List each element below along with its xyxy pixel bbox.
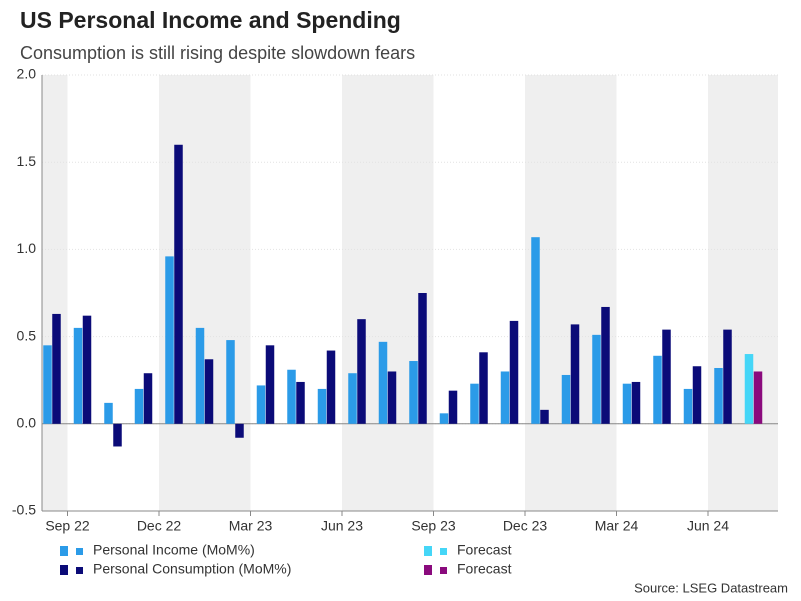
shade-band	[555, 75, 586, 511]
bar	[357, 319, 366, 424]
legend-swatch	[76, 548, 83, 555]
shade-band	[42, 75, 68, 511]
bar	[204, 359, 214, 424]
x-tick-label: Dec 22	[137, 518, 182, 534]
source: Source: LSEG Datastream	[634, 580, 788, 595]
bar	[540, 409, 549, 424]
legend-swatch	[424, 546, 432, 556]
bar	[43, 345, 52, 424]
shade-band	[586, 75, 617, 511]
bar	[409, 361, 418, 424]
bar	[439, 413, 449, 424]
bar	[418, 293, 427, 424]
bar	[195, 327, 205, 424]
bar	[134, 388, 144, 424]
bar	[113, 423, 122, 447]
legend-label: Personal Income (MoM%)	[93, 542, 255, 558]
x-tick-label: Mar 23	[229, 518, 273, 534]
shade-band	[525, 75, 556, 511]
bar	[378, 341, 388, 424]
bar	[104, 402, 113, 424]
bar	[509, 320, 519, 424]
legend-label: Personal Consumption (MoM%)	[93, 561, 291, 577]
bar	[653, 355, 662, 424]
bar	[317, 388, 327, 424]
bar	[714, 367, 723, 424]
y-tick-label: 1.5	[17, 153, 37, 169]
bar	[500, 371, 510, 424]
bar	[683, 388, 693, 424]
bar	[592, 334, 601, 424]
bar	[631, 381, 641, 424]
legend-swatch	[76, 567, 83, 574]
shade-band	[372, 75, 403, 511]
chart-subtitle: Consumption is still rising despite slow…	[20, 43, 415, 63]
x-tick-label: Sep 23	[411, 518, 456, 534]
shade-band	[220, 75, 251, 511]
bar	[723, 329, 732, 424]
shade-band	[708, 75, 739, 511]
bar	[143, 373, 153, 424]
y-tick-label: 1.0	[17, 240, 37, 256]
bar	[570, 324, 580, 424]
bar	[174, 144, 183, 424]
bar	[265, 345, 275, 424]
x-tick-label: Dec 23	[503, 518, 548, 534]
bar	[73, 327, 83, 424]
bar	[662, 329, 671, 424]
bar	[82, 315, 92, 424]
legend-swatch	[60, 565, 68, 575]
bar	[601, 306, 610, 424]
shade-band	[738, 75, 778, 511]
legend-label: Forecast	[457, 561, 512, 577]
shade-band	[189, 75, 220, 511]
bar	[256, 385, 266, 424]
legend-swatch	[440, 548, 447, 555]
y-tick-label: -0.5	[12, 502, 36, 518]
x-tick-label: Mar 24	[595, 518, 639, 534]
plot: -0.5 0.0 0.5 1.0 1.5 2.0 Sep 22 Dec 22 Mar 23 Jun…	[12, 66, 778, 577]
x-tick-label: Sep 22	[45, 518, 90, 534]
bar	[479, 352, 488, 424]
x-tick-label: Jun 23	[321, 518, 363, 534]
legend-swatch	[440, 567, 447, 574]
bar	[348, 373, 357, 424]
chart-title: US Personal Income and Spending	[20, 7, 401, 33]
y-tick-label: 2.0	[17, 66, 37, 82]
bar	[52, 313, 61, 424]
bar	[448, 390, 458, 424]
bar	[622, 383, 632, 424]
y-tick-label: 0.0	[17, 415, 37, 431]
x-tick-label: Jun 24	[687, 518, 729, 534]
bar	[753, 371, 763, 424]
bar	[692, 366, 702, 424]
bar	[326, 350, 336, 424]
legend-swatch	[424, 565, 432, 575]
shade-band	[342, 75, 373, 511]
bar	[387, 371, 397, 424]
legend-label: Forecast	[457, 542, 512, 558]
bar	[165, 256, 174, 424]
shading	[42, 75, 778, 511]
bar	[235, 423, 244, 438]
legend-swatch	[60, 546, 68, 556]
y-tick-label: 0.5	[17, 327, 37, 343]
bar	[287, 369, 296, 424]
bar	[226, 340, 235, 424]
bar	[296, 381, 305, 424]
bar	[470, 383, 479, 424]
bar	[744, 354, 754, 424]
bar	[531, 237, 540, 424]
bar	[561, 374, 571, 424]
